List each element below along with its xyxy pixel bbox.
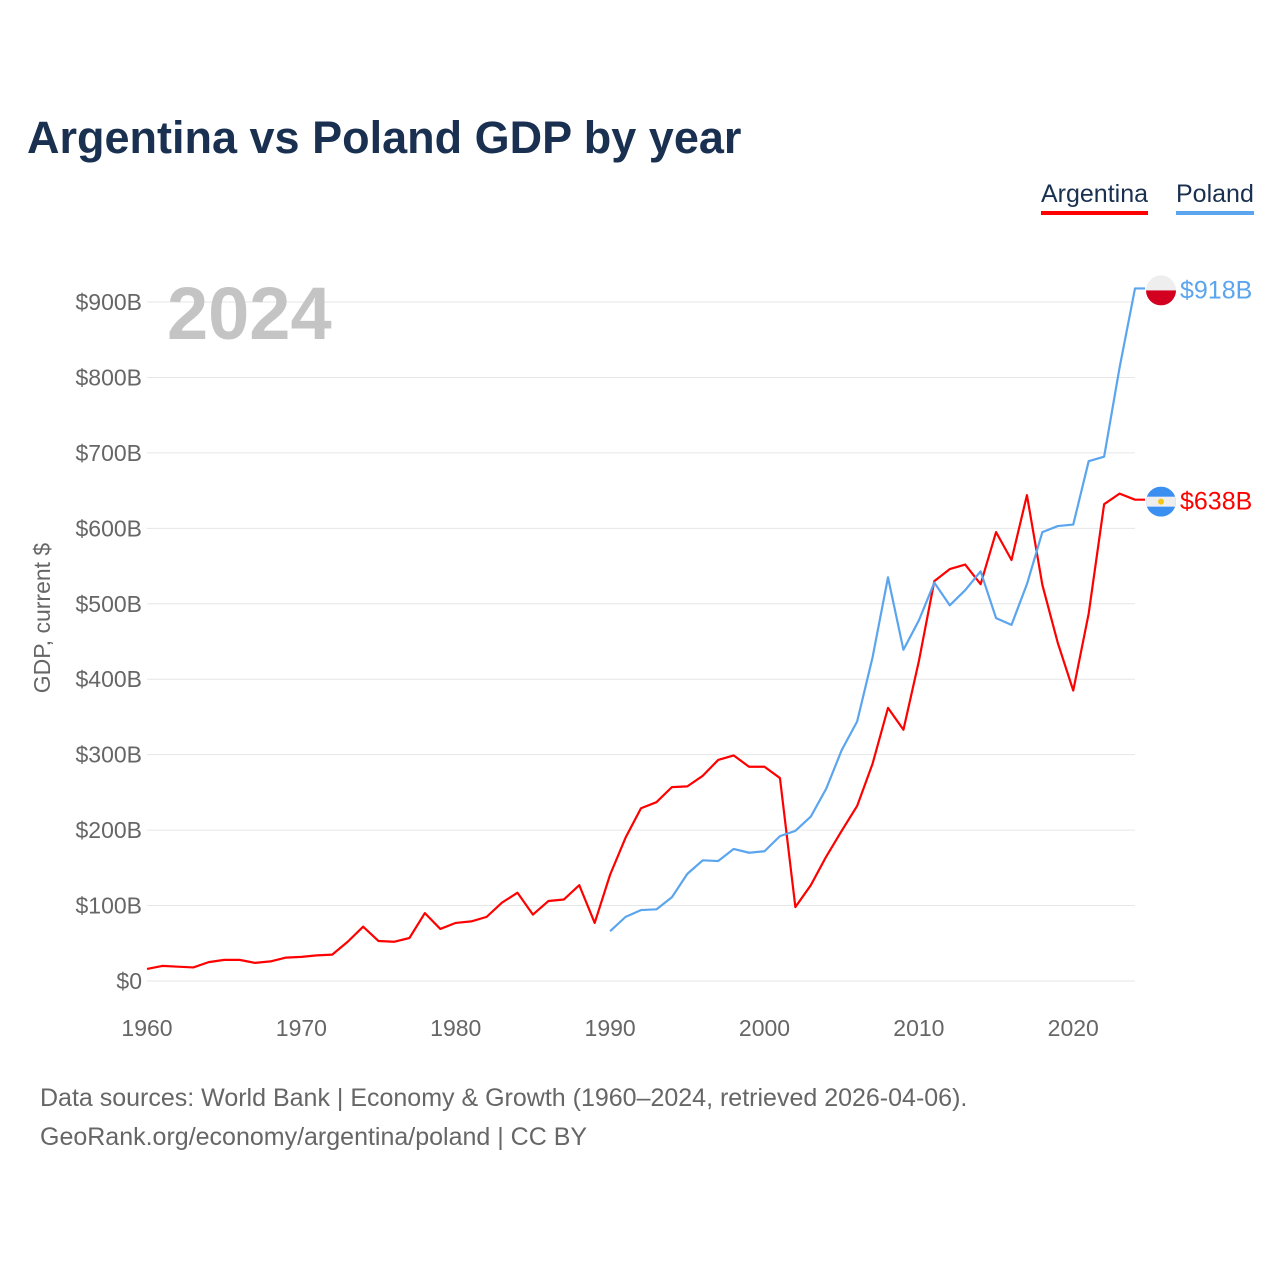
y-tick-label: $500B xyxy=(75,591,142,617)
year-watermark: 2024 xyxy=(167,272,332,355)
y-tick-label: $900B xyxy=(75,289,142,315)
series-line-argentina xyxy=(146,492,1145,971)
chart-title: Argentina vs Poland GDP by year xyxy=(27,112,742,163)
end-value-label-poland: $918B xyxy=(1180,276,1252,304)
footer-attribution: GeoRank.org/economy/argentina/poland | C… xyxy=(40,1123,588,1151)
y-axis-label: GDP, current $ xyxy=(29,543,55,694)
x-tick-label: 1990 xyxy=(585,1015,636,1041)
legend-argentina[interactable]: Argentina xyxy=(1041,180,1149,215)
legend-poland[interactable]: Poland xyxy=(1176,180,1254,215)
series-line-poland xyxy=(609,287,1145,933)
y-tick-label: $800B xyxy=(75,364,142,390)
x-tick-label: 2000 xyxy=(739,1015,790,1041)
x-tick-label: 2020 xyxy=(1048,1015,1099,1041)
y-tick-label: $700B xyxy=(75,440,142,466)
y-tick-label: $300B xyxy=(75,742,142,768)
x-tick-label: 1970 xyxy=(276,1015,327,1041)
y-tick-label: $100B xyxy=(75,893,142,919)
x-tick-label: 1980 xyxy=(430,1015,481,1041)
x-tick-label: 2010 xyxy=(893,1015,944,1041)
argentina-flag-icon xyxy=(1146,486,1176,517)
footer-sources: Data sources: World Bank | Economy & Gro… xyxy=(40,1084,968,1112)
end-value-label-argentina: $638B xyxy=(1180,488,1252,516)
poland-flag-icon xyxy=(1146,275,1176,306)
y-tick-label: $400B xyxy=(75,666,142,692)
y-tick-label: $0 xyxy=(116,968,142,994)
x-tick-label: 1960 xyxy=(121,1015,172,1041)
y-tick-label: $600B xyxy=(75,515,142,541)
y-tick-label: $200B xyxy=(75,817,142,843)
